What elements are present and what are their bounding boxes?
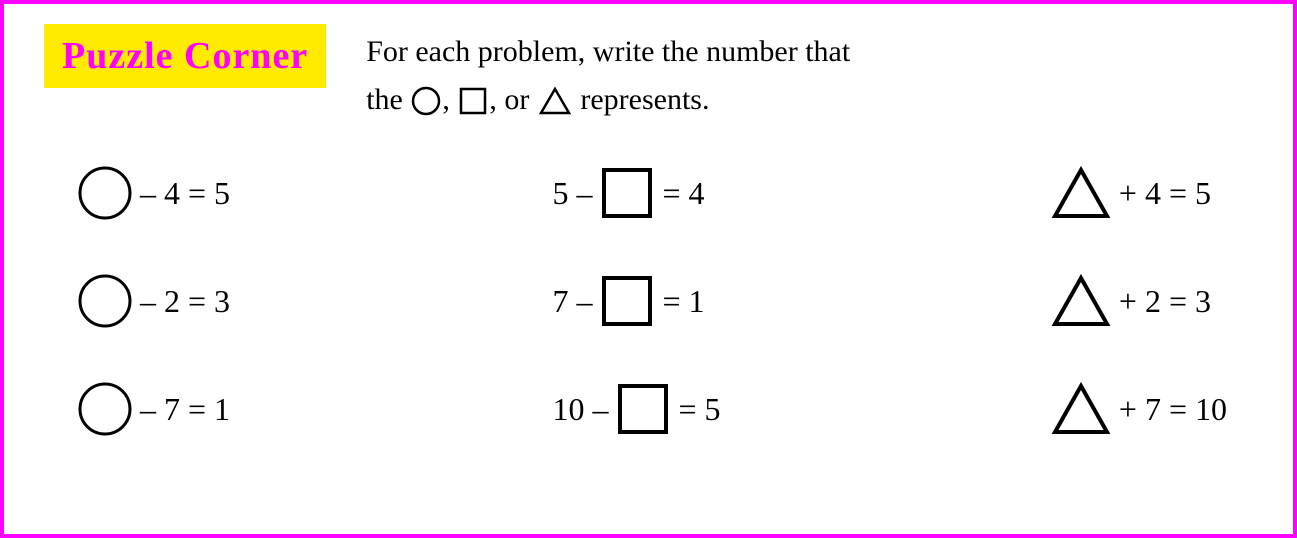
instr-line1: For each problem, write the number that bbox=[366, 35, 850, 68]
instructions: For each problem, write the number that … bbox=[366, 28, 850, 124]
title-text: Puzzle Corner bbox=[62, 35, 308, 77]
circle-icon bbox=[76, 380, 134, 438]
eq-after: – 2 = 3 bbox=[140, 283, 230, 320]
square-icon bbox=[614, 380, 672, 438]
circle-icon bbox=[410, 85, 442, 117]
eq-after: + 7 = 10 bbox=[1119, 391, 1227, 428]
triangle-icon bbox=[1049, 272, 1113, 330]
worksheet-frame: Puzzle Corner For each problem, write th… bbox=[0, 0, 1297, 538]
instr-line2d: represents. bbox=[580, 83, 709, 116]
equation: 7 – = 1 bbox=[546, 272, 726, 330]
header: Puzzle Corner For each problem, write th… bbox=[44, 24, 1253, 124]
eq-after: = 4 bbox=[662, 175, 704, 212]
eq-after: = 5 bbox=[678, 391, 720, 428]
equation: – 4 = 5 bbox=[64, 164, 236, 222]
triangle-icon bbox=[1049, 164, 1113, 222]
square-icon bbox=[457, 85, 489, 117]
instr-line2c: , or bbox=[489, 83, 529, 116]
square-icon bbox=[598, 164, 656, 222]
equation: 10 – = 5 bbox=[546, 380, 726, 438]
equation: + 2 = 3 bbox=[1037, 272, 1233, 330]
column-circle: – 4 = 5 – 2 = 3 – 7 = 1 bbox=[64, 164, 236, 438]
triangle-icon bbox=[1049, 380, 1113, 438]
equation: – 7 = 1 bbox=[64, 380, 236, 438]
equation: 5 – = 4 bbox=[546, 164, 726, 222]
circle-icon bbox=[76, 272, 134, 330]
equation: + 4 = 5 bbox=[1037, 164, 1233, 222]
eq-after: + 4 = 5 bbox=[1119, 175, 1211, 212]
circle-icon bbox=[76, 164, 134, 222]
eq-before: 5 – bbox=[552, 175, 592, 212]
column-square: 5 – = 4 7 – = 1 10 – = 5 bbox=[546, 164, 726, 438]
column-triangle: + 4 = 5 + 2 = 3 + 7 = 10 bbox=[1037, 164, 1233, 438]
eq-after: – 7 = 1 bbox=[140, 391, 230, 428]
instr-line2b: , bbox=[442, 83, 450, 116]
title-badge: Puzzle Corner bbox=[44, 24, 326, 88]
eq-before: 10 – bbox=[552, 391, 608, 428]
square-icon bbox=[598, 272, 656, 330]
eq-after: – 4 = 5 bbox=[140, 175, 230, 212]
problems-grid: – 4 = 5 – 2 = 3 – 7 = 1 5 – = 4 7 – bbox=[44, 164, 1253, 438]
instr-line2a: the bbox=[366, 83, 403, 116]
triangle-icon bbox=[537, 85, 573, 117]
eq-after: = 1 bbox=[662, 283, 704, 320]
eq-after: + 2 = 3 bbox=[1119, 283, 1211, 320]
equation: + 7 = 10 bbox=[1037, 380, 1233, 438]
eq-before: 7 – bbox=[552, 283, 592, 320]
equation: – 2 = 3 bbox=[64, 272, 236, 330]
